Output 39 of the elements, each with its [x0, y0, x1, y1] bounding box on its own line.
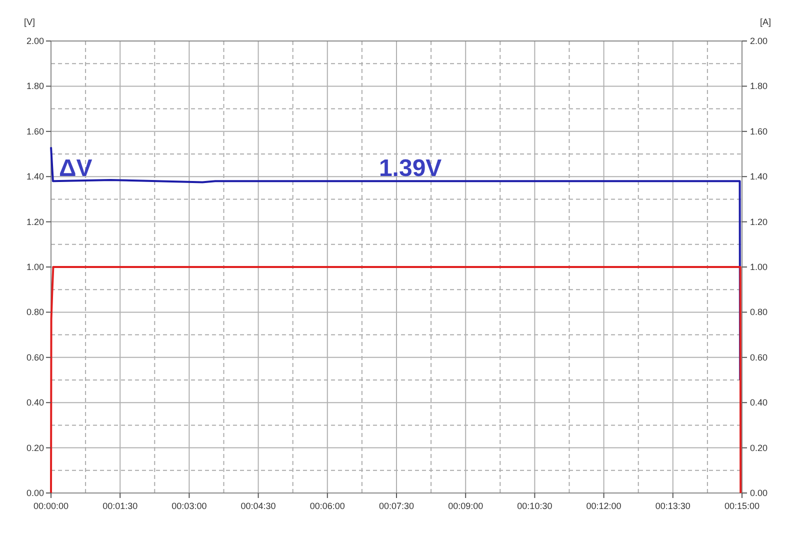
y-tick-label: 1.60 — [26, 126, 44, 136]
x-tick-label: 00:10:30 — [517, 501, 552, 511]
y2-tick-label: 2.00 — [750, 36, 768, 46]
x-tick-label: 00:15:00 — [724, 501, 760, 511]
y2-tick-label: 0.40 — [750, 398, 768, 408]
y-tick-label: 0.40 — [26, 398, 44, 408]
y-tick-label: 2.00 — [26, 36, 44, 46]
x-tick-label: 00:03:00 — [172, 501, 207, 511]
y2-tick-label: 1.60 — [750, 126, 768, 136]
x-tick-label: 00:07:30 — [378, 501, 414, 511]
line-series — [50, 266, 742, 494]
y2-tick-label: 0.80 — [750, 307, 768, 318]
annotation: ΔV — [59, 155, 92, 182]
y-tick-label: 0.60 — [26, 352, 44, 362]
x-tick-label: 00:06:00 — [310, 501, 345, 511]
y-tick-label: 0.00 — [26, 488, 44, 498]
y2-tick-label: 0.20 — [750, 442, 768, 453]
x-tick-label: 00:01:30 — [102, 501, 138, 511]
x-tick-label: 00:04:30 — [240, 501, 276, 511]
y-tick-label: 0.20 — [26, 442, 44, 453]
y-tick-label: 1.20 — [26, 216, 44, 227]
y2-tick-label: 1.40 — [750, 172, 768, 182]
y2-tick-label: 0.60 — [750, 352, 768, 362]
annotation: 1.39V — [378, 155, 442, 182]
y-tick-label: 0.80 — [26, 307, 44, 318]
y2-tick-label: 0.00 — [750, 488, 768, 498]
x-tick-label: 00:00:00 — [33, 501, 69, 511]
y2-tick-label: 1.00 — [750, 262, 768, 272]
x-tick-label: 00:13:30 — [655, 501, 690, 511]
line-series — [50, 146, 742, 381]
y2-tick-label: 1.20 — [750, 216, 768, 227]
y-tick-label: 1.80 — [26, 81, 44, 92]
y2-axis-title: [A] — [760, 17, 772, 27]
x-tick-label: 00:09:00 — [448, 501, 484, 511]
y2-tick-label: 1.80 — [750, 81, 768, 92]
y-tick-label: 1.40 — [26, 172, 44, 182]
y-axis-title: [V] — [24, 17, 36, 27]
y-tick-label: 1.00 — [26, 262, 44, 272]
x-tick-label: 00:12:00 — [586, 501, 622, 511]
